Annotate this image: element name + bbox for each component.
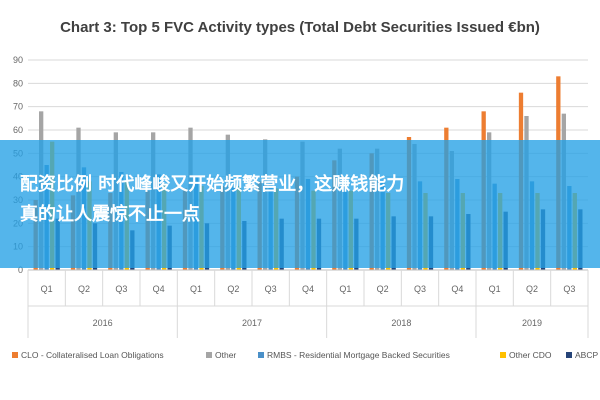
x-tick-label-3: Q3: [115, 284, 127, 294]
year-label-2017: 2017: [242, 318, 262, 328]
legend-label-1: CLO - Collateralised Loan Obligations: [21, 350, 164, 360]
legend-swatch-1: [12, 352, 18, 358]
overlay-line-2: 真的让人震惊不止一点: [20, 204, 200, 225]
year-label-2019: 2019: [522, 318, 542, 328]
x-tick-label-5: Q1: [190, 284, 202, 294]
x-axis: Q1 Q2 Q3 Q4 Q1 Q2 Q3 Q4 Q1 Q2 Q3 Q4 Q1 Q2 Q3 2016 2017 20…: [27, 269, 589, 338]
x-tick-label-14: Q2: [526, 284, 538, 294]
y-tick-label-70: 70: [13, 102, 23, 112]
chart-title: Chart 3: Top 5 FVC Activity types (Total…: [60, 19, 540, 36]
legend-swatch-5: [566, 352, 572, 358]
legend-label-3: RMBS - Residential Mortgage Backed Secur…: [267, 350, 450, 360]
x-tick-label-8: Q4: [302, 284, 314, 294]
year-label-2018: 2018: [391, 318, 411, 328]
y-tick-label-80: 80: [13, 78, 23, 88]
x-tick-label-15: Q3: [563, 284, 575, 294]
legend-label-2: Other: [215, 350, 236, 360]
x-tick-label-12: Q4: [451, 284, 463, 294]
x-tick-label-13: Q1: [489, 284, 501, 294]
legend-swatch-2: [206, 352, 212, 358]
x-tick-label-6: Q2: [227, 284, 239, 294]
x-tick-label-2: Q2: [78, 284, 90, 294]
x-tick-label-10: Q2: [377, 284, 389, 294]
y-tick-label-90: 90: [13, 55, 23, 65]
x-tick-label-9: Q1: [339, 284, 351, 294]
x-tick-label-1: Q1: [41, 284, 53, 294]
legend: CLO - Collateralised Loan Obligations Oth…: [12, 350, 598, 360]
x-tick-label-4: Q4: [153, 284, 165, 294]
y-tick-label-0: 0: [18, 265, 23, 275]
x-tick-label-7: Q3: [265, 284, 277, 294]
overlay-line-1: 配资比例 时代峰峻又开始频繁营业，这赚钱能力: [20, 174, 405, 195]
legend-swatch-4: [500, 352, 506, 358]
y-tick-label-60: 60: [13, 125, 23, 135]
legend-label-5: ABCP: [575, 350, 598, 360]
legend-label-4: Other CDO: [509, 350, 552, 360]
text-overlay-banner: 配资比例 时代峰峻又开始频繁营业，这赚钱能力 真的让人震惊不止一点: [0, 140, 600, 268]
year-label-2016: 2016: [93, 318, 113, 328]
x-tick-label-11: Q3: [414, 284, 426, 294]
legend-swatch-3: [258, 352, 264, 358]
